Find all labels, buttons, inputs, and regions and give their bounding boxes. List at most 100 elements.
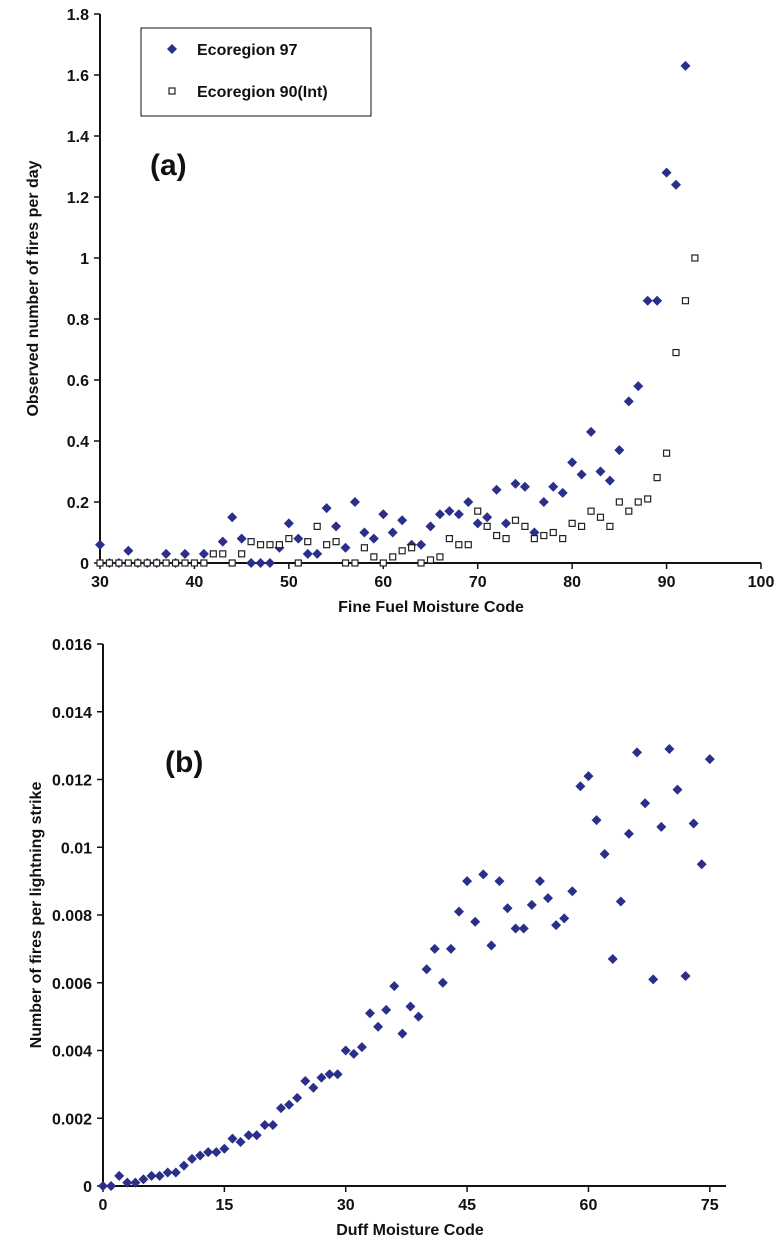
- data-point-square: [219, 550, 227, 558]
- data-point-square: [332, 538, 340, 546]
- data-point-diamond: [331, 521, 342, 532]
- data-point-square: [379, 559, 387, 567]
- data-point-diamond: [518, 923, 529, 934]
- data-point-diamond: [154, 1170, 165, 1181]
- x-tick-label: 15: [215, 1197, 233, 1214]
- x-tick-label: 100: [748, 574, 775, 591]
- data-point-diamond: [510, 478, 521, 489]
- data-point-diamond: [349, 497, 360, 507]
- data-point-diamond: [283, 518, 294, 529]
- data-point-diamond: [264, 558, 275, 568]
- data-point-diamond: [632, 747, 642, 758]
- chart-panel-a: 0 0.2 0.4 0.6 0.8 1 1.2 1.4 1.6 1.8 30 40 50 60 70 80 9…: [25, 7, 774, 616]
- data-point-diamond: [198, 548, 209, 559]
- data-point-diamond: [502, 903, 513, 914]
- data-point-diamond: [356, 1042, 367, 1053]
- data-point-diamond: [444, 506, 455, 517]
- data-point-diamond: [642, 295, 653, 306]
- data-point-diamond: [437, 977, 448, 988]
- data-point-diamond: [453, 509, 464, 520]
- x-axis-title-a: Fine Fuel Moisture Code: [338, 599, 524, 616]
- data-point-diamond: [583, 771, 594, 782]
- data-point-diamond: [284, 1099, 295, 1110]
- data-point-diamond: [397, 515, 408, 526]
- data-point-square: [247, 538, 255, 546]
- data-point-square: [304, 538, 312, 546]
- data-point-diamond: [321, 503, 332, 514]
- data-point-square: [238, 550, 246, 558]
- data-point-diamond: [664, 744, 675, 755]
- data-point-diamond: [98, 1181, 108, 1191]
- y-tick-label: 1.4: [67, 129, 89, 146]
- data-point-diamond: [302, 548, 313, 559]
- x-tick-label: 75: [701, 1197, 719, 1214]
- data-point-square: [568, 519, 576, 527]
- data-point-diamond: [576, 469, 587, 480]
- y-tick-label: 0.2: [67, 495, 89, 512]
- data-point-diamond: [470, 916, 481, 927]
- y-tick-label: 0.004: [52, 1044, 92, 1061]
- data-point-square: [294, 559, 302, 567]
- data-point-diamond: [170, 1167, 181, 1178]
- data-point-diamond: [575, 781, 586, 792]
- data-point-square: [171, 559, 180, 567]
- data-point-square: [398, 547, 406, 555]
- data-point-diamond: [340, 1045, 351, 1056]
- y-tick-label: 0.006: [52, 976, 92, 993]
- x-tick-label: 0: [99, 1197, 108, 1214]
- data-point-diamond: [551, 920, 562, 931]
- data-marks-b: [98, 744, 715, 1191]
- y-tick-label: 0.6: [67, 373, 89, 390]
- data-point-diamond: [672, 784, 683, 795]
- x-axis-ticks-a: 30 40 50 60 70 80 90 100: [91, 563, 774, 591]
- data-point-square: [596, 513, 605, 521]
- x-tick-label: 50: [280, 574, 298, 591]
- data-point-square: [672, 348, 680, 357]
- y-tick-label: 0.014: [52, 705, 92, 722]
- data-point-square: [275, 541, 284, 549]
- data-point-square: [143, 559, 151, 567]
- data-point-square: [691, 254, 699, 262]
- data-point-square: [493, 531, 501, 540]
- data-point-diamond: [534, 876, 545, 887]
- x-axis-title-b: Duff Moisture Code: [336, 1222, 484, 1239]
- data-point-square: [426, 556, 435, 564]
- data-point-diamond: [615, 896, 626, 907]
- data-point-diamond: [179, 548, 190, 559]
- x-tick-label: 70: [469, 574, 487, 591]
- data-point-diamond: [472, 518, 483, 529]
- data-point-square: [653, 474, 661, 482]
- data-point-diamond: [486, 940, 497, 951]
- data-point-diamond: [368, 533, 379, 544]
- data-point-diamond: [187, 1153, 197, 1164]
- data-point-diamond: [293, 533, 304, 544]
- data-point-square: [587, 507, 595, 515]
- data-point-diamond: [251, 1130, 262, 1141]
- data-point-square: [511, 516, 520, 524]
- data-point-diamond: [211, 1147, 222, 1158]
- data-point-square: [615, 498, 623, 506]
- data-point-diamond: [138, 1174, 149, 1185]
- y-tick-label: 0.012: [52, 773, 92, 790]
- data-point-diamond: [696, 859, 707, 870]
- y-tick-label: 1.8: [67, 7, 89, 24]
- data-marks-a: [95, 60, 699, 568]
- y-tick-label: 0.4: [67, 434, 89, 451]
- data-point-diamond: [195, 1150, 206, 1161]
- y-tick-label: 0.01: [61, 840, 92, 857]
- legend-marker-ecoregion-90: [168, 87, 176, 95]
- data-point-diamond: [548, 481, 559, 492]
- panel-label-b: (b): [165, 746, 203, 779]
- data-point-diamond: [95, 539, 105, 550]
- data-point-square: [124, 559, 132, 567]
- panel-label-a: (a): [150, 149, 187, 182]
- data-point-diamond: [324, 1069, 335, 1080]
- data-point-square: [559, 534, 567, 543]
- x-tick-label: 30: [91, 574, 109, 591]
- data-point-diamond: [478, 869, 489, 880]
- y-axis-title-a: Observed number of fires per day: [25, 160, 42, 416]
- data-point-diamond: [235, 1136, 246, 1147]
- data-point-square: [577, 522, 586, 531]
- chart-panel-b: 0 0.002 0.004 0.006 0.008 0.01 0.012 0.014 0.016…: [28, 637, 726, 1239]
- y-tick-label: 0.016: [52, 637, 92, 654]
